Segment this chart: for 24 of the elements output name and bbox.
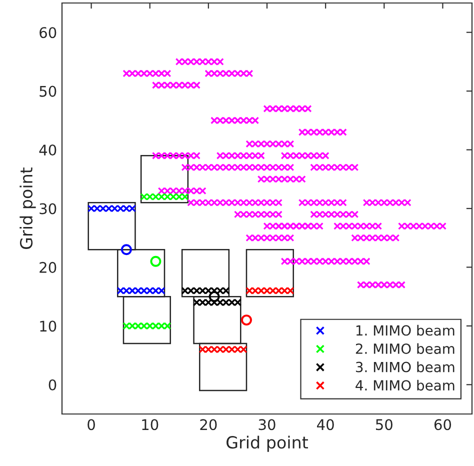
point (241, 314, 252, 326)
legend-label: 2. MIMO beam (356, 343, 454, 354)
y-tick-label: 60 (40, 27, 56, 38)
x-tick-label: 20 (200, 419, 217, 430)
legend-label: 4. MIMO beam (356, 380, 454, 391)
point (120, 244, 132, 256)
y-tick-label: 0 (48, 379, 56, 390)
x-axis-title: Grid point (226, 436, 308, 452)
y-axis-title: Grid point (20, 168, 36, 249)
point (208, 291, 220, 302)
x-tick-label: 60 (434, 419, 452, 430)
point (150, 256, 162, 267)
y-tick-label: 30 (40, 203, 56, 214)
x-tick-label: 0 (88, 419, 95, 430)
legend-label: 3. MIMO beam (356, 362, 454, 372)
y-tick-label: 50 (40, 86, 56, 97)
x-tick-label: 30 (258, 419, 276, 430)
y-tick-label: 20 (40, 262, 56, 273)
y-tick-label: 10 (40, 320, 56, 332)
x-tick-label: 40 (317, 419, 334, 430)
x-tick-label: 50 (376, 419, 392, 430)
x-tick-label: 10 (142, 419, 158, 430)
y-tick-label: 40 (39, 144, 56, 156)
legend-label: 1. MIMO beam (356, 324, 454, 336)
